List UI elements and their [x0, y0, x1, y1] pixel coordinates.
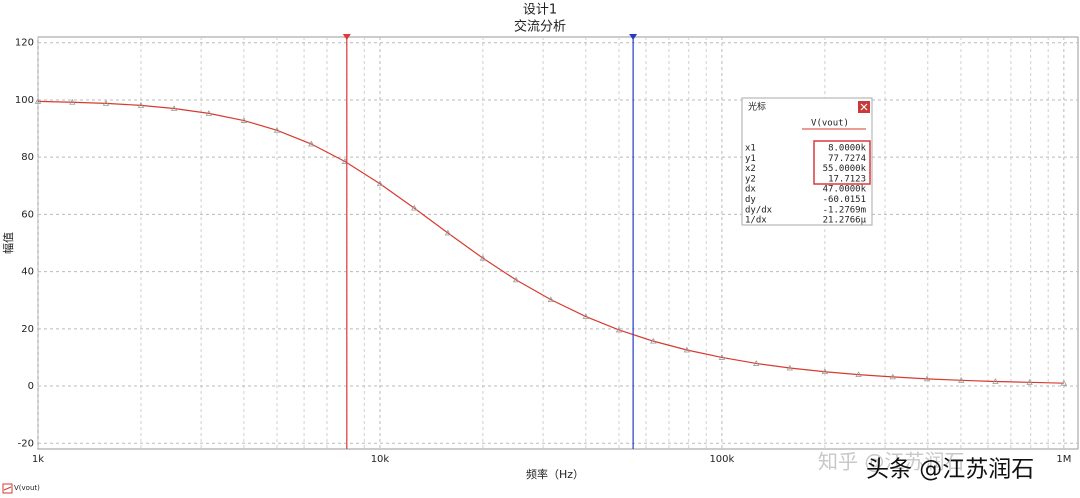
- y-axis-label: 幅值: [2, 232, 15, 254]
- cursor-handle: [342, 34, 351, 40]
- x-tick-label: 10k: [371, 454, 390, 465]
- data-point: [34, 98, 42, 104]
- data-point: [855, 371, 862, 378]
- data-point: [240, 117, 248, 123]
- x-tick-label: 100k: [709, 454, 734, 465]
- panel-row-label: dy/dx: [745, 205, 773, 215]
- data-point: [341, 158, 349, 164]
- data-point: [753, 360, 760, 366]
- data-point: [958, 377, 965, 383]
- plot-area: [37, 36, 1079, 450]
- chart-title: 设计1: [523, 3, 557, 18]
- cursor-handle: [629, 34, 638, 40]
- panel-row-label: x1: [745, 144, 756, 154]
- panel-row-label: y1: [745, 154, 756, 164]
- y-tick-label: 120: [15, 38, 34, 49]
- data-point: [718, 354, 726, 360]
- panel-row-value: 21.2766µ: [823, 216, 867, 226]
- legend-swatch: [3, 486, 12, 491]
- data-point: [479, 254, 487, 261]
- data-point: [205, 110, 213, 116]
- y-tick-label: 20: [21, 324, 34, 335]
- data-point: [170, 105, 178, 111]
- watermarks: 知乎 @江苏润石 头条 @江苏润石: [818, 450, 1034, 483]
- data-point: [650, 337, 657, 344]
- data-point: [444, 229, 452, 236]
- data-point: [1060, 379, 1068, 386]
- watermark: 头条 @江苏润石: [866, 457, 1034, 483]
- data-point: [923, 375, 931, 382]
- panel-row-value: 17.7123: [828, 174, 866, 184]
- panel-row-value: -60.0151: [823, 195, 866, 205]
- data-point: [69, 98, 76, 105]
- data-point: [376, 180, 384, 187]
- highlight-box: [813, 140, 871, 185]
- data-point: [889, 373, 896, 380]
- x-tick-label: 1M: [1056, 454, 1071, 465]
- watermark: 知乎 @江苏润石: [818, 450, 964, 474]
- data-point: [683, 346, 691, 353]
- panel-row-label: x2: [745, 164, 756, 174]
- y-tick-label: 60: [21, 209, 34, 220]
- panel-row-label: 1/dx: [745, 216, 767, 226]
- panel-row-value: 47.0000k: [823, 185, 867, 195]
- y-tick-label: 40: [21, 267, 34, 278]
- close-icon: [860, 103, 868, 111]
- panel-row-label: y2: [745, 174, 756, 184]
- panel-title: 光标: [748, 101, 766, 113]
- data-point: [102, 100, 110, 106]
- panel-column: V(vout): [811, 119, 849, 129]
- data-point: [308, 140, 315, 147]
- series-line: [37, 100, 1064, 384]
- data-point: [137, 102, 145, 108]
- y-tick-label: 100: [15, 95, 34, 106]
- data-point: [821, 368, 829, 375]
- panel-row-label: dy: [745, 195, 756, 205]
- x-tick-label: 1k: [32, 454, 44, 465]
- data-point: [273, 126, 281, 133]
- data-point: [992, 378, 999, 384]
- y-tick-label: 80: [21, 152, 34, 163]
- data-point: [1026, 379, 1033, 385]
- data-point: [547, 296, 554, 303]
- panel-row-value: 8.0000k: [828, 144, 867, 154]
- data-point: [786, 364, 794, 371]
- panel-row-value: 55.0000k: [823, 164, 867, 174]
- cursor-panel: [741, 97, 873, 226]
- data-point: [411, 204, 418, 211]
- chart-subtitle: 交流分析: [514, 19, 566, 35]
- data-point: [582, 313, 590, 319]
- panel-row-label: dx: [745, 185, 756, 195]
- data-point: [512, 276, 520, 283]
- data-point: [615, 326, 623, 333]
- y-tick-label: 0: [28, 381, 34, 392]
- x-axis-label: 频率（Hz）: [526, 467, 584, 481]
- panel-row-value: 77.7274: [828, 154, 866, 164]
- legend-label: V(vout): [14, 484, 40, 492]
- panel-row-value: -1.2769m: [823, 205, 866, 215]
- y-tick-label: -20: [18, 438, 34, 449]
